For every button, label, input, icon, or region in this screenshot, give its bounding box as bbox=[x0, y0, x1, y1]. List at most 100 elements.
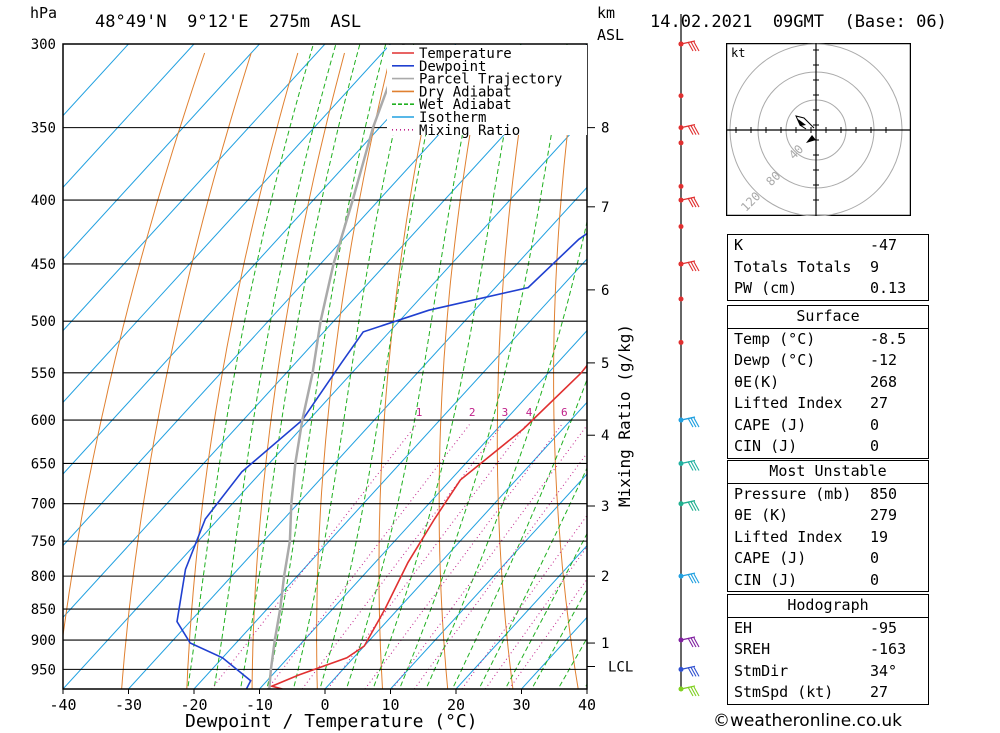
hodograph-index-row: StmDir 34° bbox=[728, 661, 928, 683]
wind-level-dot bbox=[678, 339, 684, 345]
most-unstable-row: Lifted Index 19 bbox=[728, 527, 928, 549]
x-tick-label: -10 bbox=[246, 696, 273, 714]
x-tick-label: 20 bbox=[447, 696, 465, 714]
wind-barb-icon bbox=[678, 459, 700, 471]
pressure-unit-label: hPa bbox=[30, 4, 58, 22]
hodograph-index-label: SREH bbox=[734, 640, 771, 658]
legend-entry: Parcel Trajectory bbox=[419, 72, 562, 88]
pressure-tick-label: 700 bbox=[31, 497, 56, 513]
isotherm-line bbox=[63, 44, 129, 117]
k-index-label: K bbox=[734, 236, 744, 254]
pressure-tick-label: 650 bbox=[31, 456, 56, 472]
isotherm-line bbox=[193, 258, 587, 689]
km-tick-label: 8 bbox=[601, 121, 609, 137]
mixing-ratio-axis-label: Mixing Ratio (g/kg) bbox=[615, 324, 634, 507]
isotherm-line bbox=[63, 44, 326, 332]
parcel-trajectory-line bbox=[268, 44, 405, 689]
legend-entry: Temperature bbox=[419, 46, 512, 62]
wind-barb-icon bbox=[678, 572, 700, 584]
hodograph-index-row: StmSpd (kt) 27 bbox=[728, 682, 928, 704]
km-tick-label: 6 bbox=[601, 283, 609, 299]
legend-entry: Dewpoint bbox=[419, 59, 486, 75]
most-unstable-value: 850 bbox=[870, 484, 898, 503]
mixing-ratio-tick-label: 4 bbox=[526, 406, 533, 419]
mixing-ratio-line bbox=[364, 424, 563, 689]
most-unstable-label: CIN (J) bbox=[734, 570, 798, 589]
most-unstable-value: 0 bbox=[870, 570, 880, 589]
pressure-tick-label: 500 bbox=[31, 314, 56, 330]
isotherm-line bbox=[390, 473, 587, 689]
x-tick-label: 40 bbox=[578, 696, 596, 714]
most-unstable-label: Pressure (mb) bbox=[734, 484, 852, 503]
mixing-ratio-tick-label: 6 bbox=[561, 406, 568, 419]
mixing-ratio-line bbox=[211, 424, 417, 689]
hodograph-trace bbox=[795, 115, 815, 130]
wet-adiabat-line bbox=[267, 44, 387, 687]
surface-label: Temp (°C) bbox=[734, 329, 816, 348]
most-unstable-row: CAPE (J) 0 bbox=[728, 548, 928, 570]
km-tick-label: 7 bbox=[601, 200, 609, 216]
pressure-tick-label: 400 bbox=[31, 193, 56, 209]
km-tick-label: 2 bbox=[601, 569, 609, 585]
wind-barb-icon bbox=[678, 416, 700, 428]
wet-adiabat-line bbox=[187, 44, 314, 687]
hodograph-index-label: StmSpd (kt) bbox=[734, 683, 834, 701]
legend-box bbox=[387, 45, 587, 135]
pressure-tick-label: 300 bbox=[31, 37, 56, 53]
most-unstable-value: 0 bbox=[870, 549, 880, 567]
surface-value: 0 bbox=[870, 415, 880, 434]
k-index-value: -47 bbox=[870, 236, 898, 254]
most-unstable-title: Most Unstable bbox=[728, 461, 928, 484]
x-tick-label: 10 bbox=[381, 696, 399, 714]
mixing-ratio-tick-label: 16 bbox=[652, 406, 665, 419]
dry-adiabat-line bbox=[661, 53, 709, 689]
dry-adiabat-line bbox=[63, 52, 206, 640]
isotherm-line bbox=[324, 401, 587, 689]
hodograph-index-value: 27 bbox=[870, 683, 889, 701]
wet-adiabat-line bbox=[532, 587, 587, 687]
isotherm-line bbox=[128, 186, 587, 689]
dry-adiabat-line bbox=[316, 52, 392, 689]
mixing-ratio-tick-label: 8 bbox=[587, 406, 594, 419]
datetime-title: 14.02.2021 09GMT (Base: 06) bbox=[650, 12, 947, 32]
hodograph-index-label: EH bbox=[734, 618, 753, 637]
pw-label: PW (cm) bbox=[734, 279, 798, 297]
mixing-ratio-line bbox=[508, 578, 587, 689]
mixing-ratio-line bbox=[391, 424, 587, 689]
wind-level-dot bbox=[678, 93, 684, 99]
dry-adiabat-line bbox=[951, 53, 1000, 689]
hodograph-index-value: -163 bbox=[870, 640, 907, 658]
hodograph: kt 40 80 120 bbox=[726, 43, 911, 216]
wet-adiabat-line bbox=[506, 532, 587, 687]
totals-totals-value: 9 bbox=[870, 257, 880, 276]
general-indices: K -47 Totals Totals 9 PW (cm) 0.13 bbox=[727, 234, 929, 301]
wet-adiabat-line bbox=[453, 378, 587, 687]
wet-adiabat-line bbox=[240, 44, 361, 687]
isotherm-line bbox=[63, 44, 587, 619]
dry-adiabat-line bbox=[121, 52, 252, 689]
location-title: 48°49'N 9°12'E 275m ASL bbox=[95, 12, 362, 32]
x-tick-label: 0 bbox=[320, 696, 329, 714]
wind-level-dot bbox=[678, 183, 684, 189]
km-tick-label: 1 bbox=[601, 636, 609, 652]
surface-value: 0 bbox=[870, 437, 880, 455]
legend-entry: Wet Adiabat bbox=[419, 97, 512, 113]
surface-row: Dewp (°C) -12 bbox=[728, 350, 928, 372]
mixing-ratio-line bbox=[461, 514, 587, 689]
surface-row: CIN (J) 0 bbox=[728, 436, 928, 458]
surface-title: Surface bbox=[728, 306, 928, 329]
pressure-tick-label: 850 bbox=[31, 602, 56, 618]
wind-level-dot bbox=[678, 296, 684, 302]
surface-value: -12 bbox=[870, 351, 898, 369]
mixing-ratio-tick-label: 25 bbox=[697, 406, 710, 419]
hodograph-index-value: 34° bbox=[870, 661, 898, 680]
mixing-ratio-tick-label: 3 bbox=[502, 406, 509, 419]
hodograph-unit: kt bbox=[731, 46, 745, 60]
wet-adiabat-line bbox=[479, 466, 587, 687]
credit-link[interactable]: ©weatheronline.co.uk bbox=[713, 711, 903, 731]
dry-adiabat-line bbox=[438, 52, 485, 689]
pressure-tick-label: 600 bbox=[31, 413, 56, 429]
hodograph-title: Hodograph bbox=[728, 595, 928, 618]
km-tick-label: LCL bbox=[608, 660, 633, 676]
most-unstable-label: θE (K) bbox=[734, 506, 789, 524]
